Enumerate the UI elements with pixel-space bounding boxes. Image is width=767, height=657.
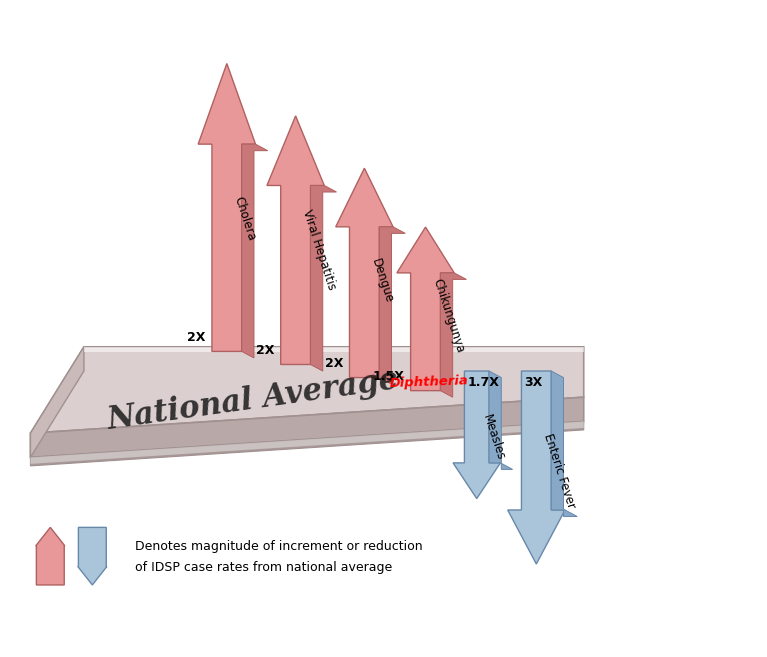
- Polygon shape: [489, 371, 512, 469]
- Polygon shape: [77, 528, 107, 585]
- Polygon shape: [508, 371, 565, 564]
- Text: 1.7X: 1.7X: [467, 376, 499, 389]
- Polygon shape: [31, 347, 84, 457]
- Text: Diphtheria: Diphtheria: [390, 374, 469, 390]
- Polygon shape: [198, 64, 255, 351]
- Polygon shape: [453, 371, 500, 499]
- Polygon shape: [31, 347, 584, 433]
- Text: 3X: 3X: [525, 376, 543, 389]
- Text: 1.5X: 1.5X: [373, 370, 404, 383]
- Polygon shape: [31, 421, 584, 464]
- Text: Enteric Fever: Enteric Fever: [541, 432, 578, 510]
- Polygon shape: [551, 371, 578, 516]
- Polygon shape: [336, 168, 393, 378]
- Polygon shape: [242, 144, 268, 358]
- Polygon shape: [84, 347, 584, 352]
- Polygon shape: [36, 528, 65, 585]
- Polygon shape: [440, 273, 466, 397]
- Text: Denotes magnitude of increment or reduction: Denotes magnitude of increment or reduct…: [135, 541, 423, 553]
- Text: Viral Hepatitis: Viral Hepatitis: [300, 208, 338, 292]
- Text: Cholera: Cholera: [232, 195, 258, 242]
- Polygon shape: [380, 227, 405, 384]
- Polygon shape: [267, 116, 324, 365]
- Text: Measles: Measles: [480, 413, 508, 462]
- Text: 2X: 2X: [325, 357, 344, 370]
- Polygon shape: [31, 397, 584, 457]
- Text: Chikungunya: Chikungunya: [430, 277, 466, 354]
- Text: National Average: National Average: [106, 365, 401, 436]
- Polygon shape: [311, 185, 337, 371]
- Text: of IDSP case rates from national average: of IDSP case rates from national average: [135, 561, 393, 574]
- Text: 2X: 2X: [256, 344, 275, 357]
- Polygon shape: [31, 421, 584, 466]
- Text: 2X: 2X: [187, 330, 206, 344]
- Text: Dengue: Dengue: [369, 258, 396, 306]
- Polygon shape: [397, 227, 454, 391]
